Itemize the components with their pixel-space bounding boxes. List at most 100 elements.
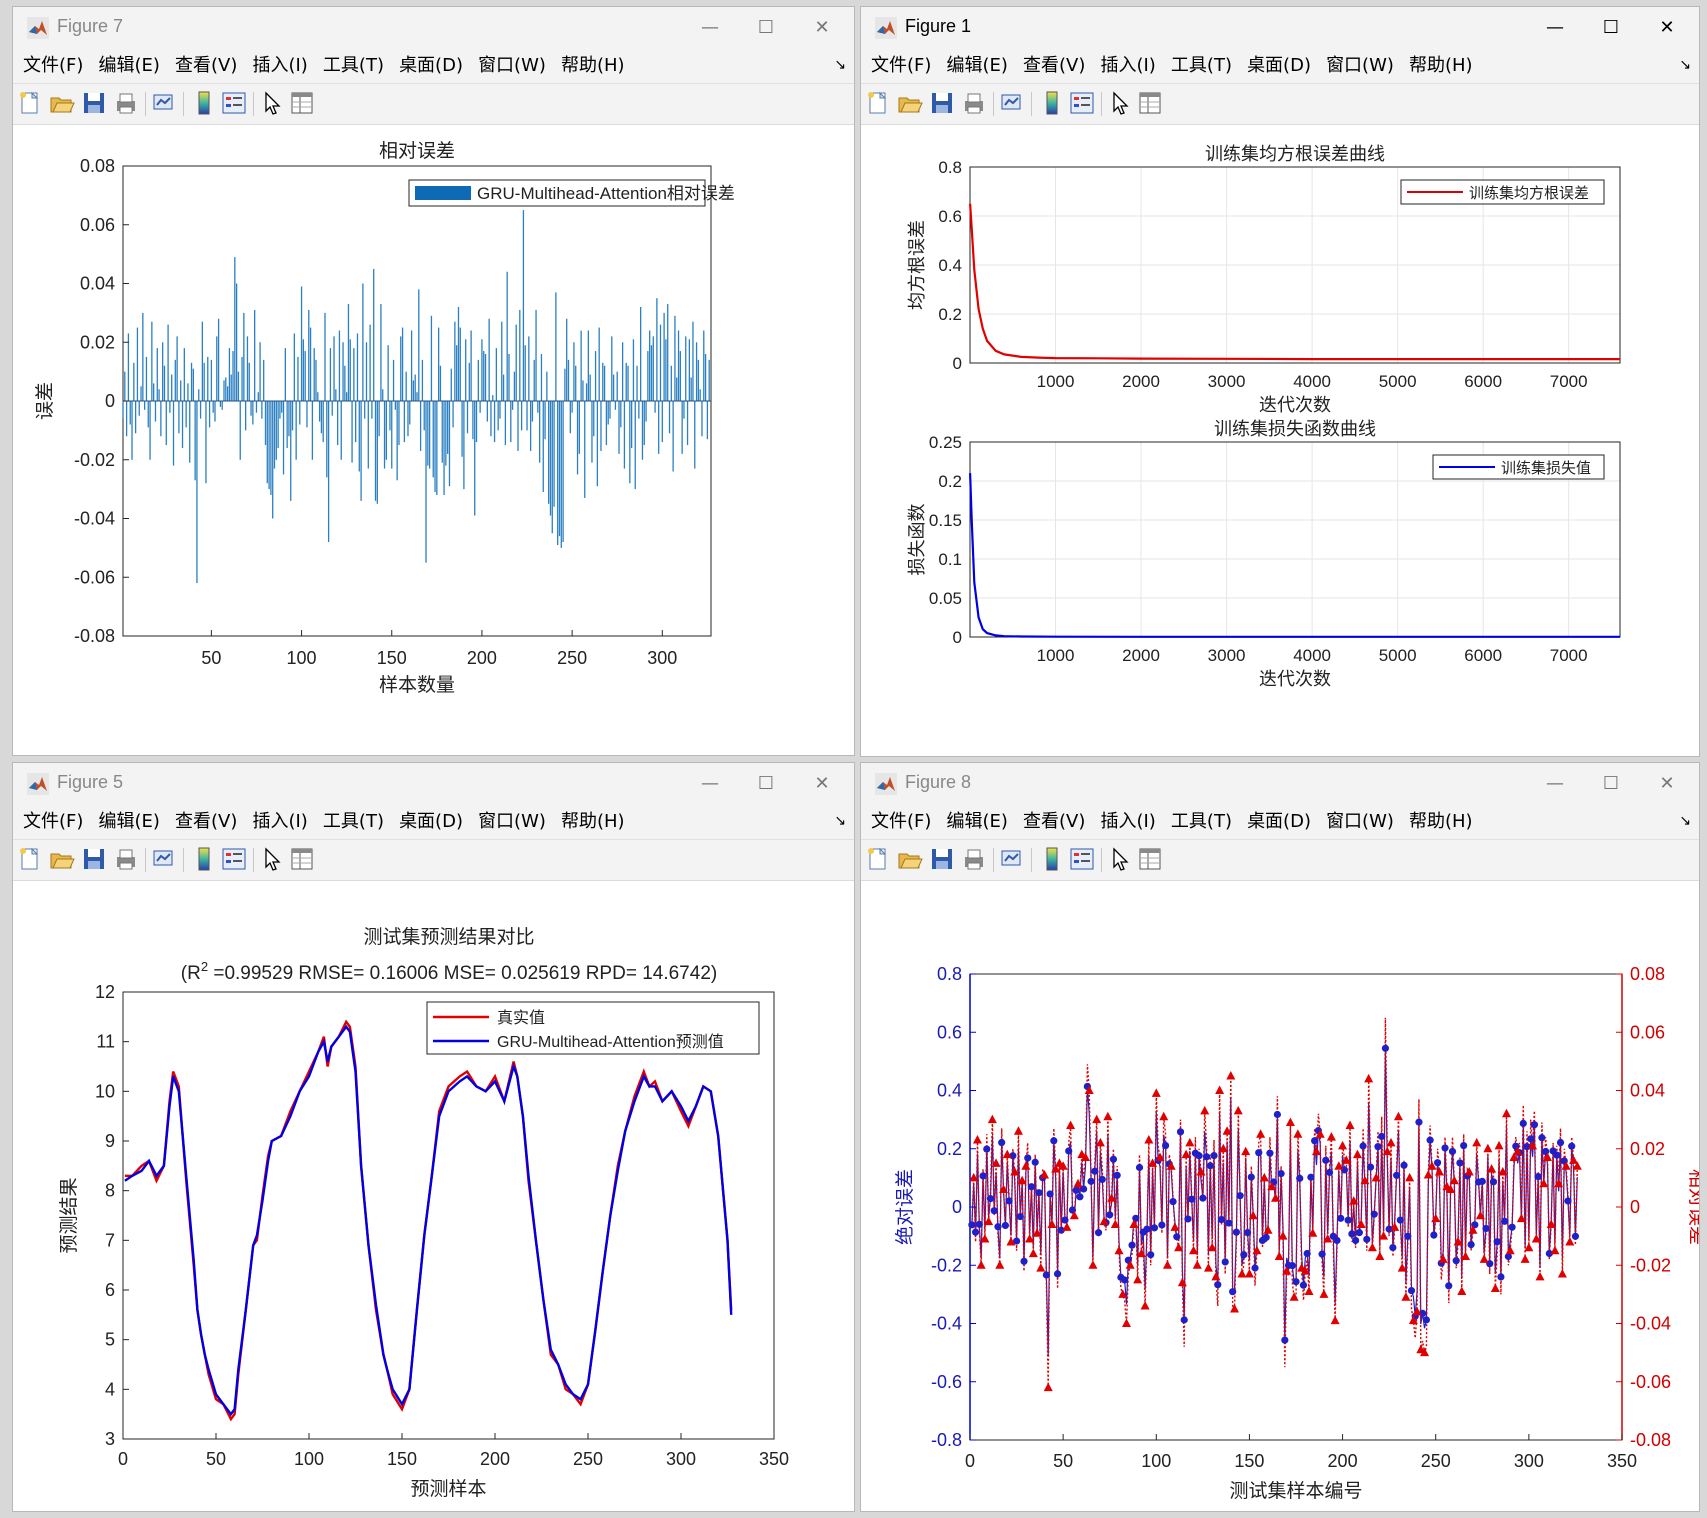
legend-icon[interactable] xyxy=(1069,90,1095,116)
pointer-icon[interactable] xyxy=(259,846,285,872)
menu-file[interactable]: 文件(F) xyxy=(871,55,932,76)
menu-help[interactable]: 帮助(H) xyxy=(561,55,625,76)
menu-view[interactable]: 查看(V) xyxy=(1023,811,1086,832)
menu-view[interactable]: 查看(V) xyxy=(1023,55,1086,76)
figure-8-window[interactable]: Figure 8 — ☐ ✕ 文件(F) 编辑(E) 查看(V) 插入(I) 工… xyxy=(860,762,1700,1512)
menu-window[interactable]: 窗口(W) xyxy=(478,811,546,832)
menu-insert[interactable]: 插入(I) xyxy=(252,55,308,76)
pointer-icon[interactable] xyxy=(259,90,285,116)
colorbar-icon[interactable] xyxy=(191,90,217,116)
y-axis-label: 均方根误差 xyxy=(907,220,927,310)
pointer-icon[interactable] xyxy=(1107,846,1133,872)
new-figure-icon[interactable] xyxy=(865,90,891,116)
save-icon[interactable] xyxy=(81,846,107,872)
menu-file[interactable]: 文件(F) xyxy=(23,55,84,76)
toolbar xyxy=(861,840,1699,881)
figure-5-window[interactable]: Figure 5 — ☐ ✕ 文件(F) 编辑(E) 查看(V) 插入(I) 工… xyxy=(12,762,855,1512)
menu-tools[interactable]: 工具(T) xyxy=(1170,811,1232,832)
menu-edit[interactable]: 编辑(E) xyxy=(946,811,1008,832)
open-file-icon[interactable] xyxy=(897,90,923,116)
print-icon[interactable] xyxy=(113,90,139,116)
y-tick-label: 0.05 xyxy=(929,589,962,608)
new-figure-icon[interactable] xyxy=(865,846,891,872)
menu-edit[interactable]: 编辑(E) xyxy=(946,55,1008,76)
menu-insert[interactable]: 插入(I) xyxy=(1100,55,1156,76)
title-bar[interactable]: Figure 1 — ☐ ✕ xyxy=(861,7,1699,49)
menu-help[interactable]: 帮助(H) xyxy=(1409,811,1473,832)
link-plot-icon[interactable] xyxy=(999,90,1025,116)
legend-icon[interactable] xyxy=(221,846,247,872)
link-plot-icon[interactable] xyxy=(151,846,177,872)
property-inspector-icon[interactable] xyxy=(289,90,315,116)
menu-desktop[interactable]: 桌面(D) xyxy=(1247,811,1311,832)
absolute-error-marker xyxy=(1456,1159,1464,1167)
menu-file[interactable]: 文件(F) xyxy=(23,811,84,832)
dock-arrow-icon[interactable]: ↘ xyxy=(1679,57,1691,73)
title-bar[interactable]: Figure 8 — ☐ ✕ xyxy=(861,763,1699,805)
property-inspector-icon[interactable] xyxy=(1137,90,1163,116)
menu-tools[interactable]: 工具(T) xyxy=(322,55,384,76)
dock-arrow-icon[interactable]: ↘ xyxy=(834,57,846,73)
pointer-icon[interactable] xyxy=(1107,90,1133,116)
relative-error-marker xyxy=(1572,1161,1582,1170)
close-button[interactable]: ✕ xyxy=(1659,773,1675,794)
menu-insert[interactable]: 插入(I) xyxy=(1100,811,1156,832)
menu-view[interactable]: 查看(V) xyxy=(175,811,238,832)
y-tick-label: 10 xyxy=(95,1081,115,1101)
title-bar[interactable]: Figure 5 — ☐ ✕ xyxy=(13,763,854,805)
save-icon[interactable] xyxy=(929,846,955,872)
minimize-button[interactable]: — xyxy=(1546,17,1564,38)
open-file-icon[interactable] xyxy=(49,90,75,116)
open-file-icon[interactable] xyxy=(49,846,75,872)
menu-view[interactable]: 查看(V) xyxy=(175,55,238,76)
new-figure-icon[interactable] xyxy=(17,846,43,872)
dock-arrow-icon[interactable]: ↘ xyxy=(834,813,846,829)
link-plot-icon[interactable] xyxy=(151,90,177,116)
close-button[interactable]: ✕ xyxy=(814,17,830,38)
menu-file[interactable]: 文件(F) xyxy=(871,811,932,832)
maximize-button[interactable]: ☐ xyxy=(1602,17,1620,38)
maximize-button[interactable]: ☐ xyxy=(757,773,775,794)
menu-desktop[interactable]: 桌面(D) xyxy=(399,811,463,832)
legend-icon[interactable] xyxy=(1069,846,1095,872)
maximize-button[interactable]: ☐ xyxy=(1602,773,1620,794)
colorbar-icon[interactable] xyxy=(1039,846,1065,872)
open-file-icon[interactable] xyxy=(897,846,923,872)
print-icon[interactable] xyxy=(961,90,987,116)
save-icon[interactable] xyxy=(81,90,107,116)
save-icon[interactable] xyxy=(929,90,955,116)
colorbar-icon[interactable] xyxy=(191,846,217,872)
menu-desktop[interactable]: 桌面(D) xyxy=(399,55,463,76)
menu-window[interactable]: 窗口(W) xyxy=(478,55,546,76)
dock-arrow-icon[interactable]: ↘ xyxy=(1679,813,1691,829)
menu-help[interactable]: 帮助(H) xyxy=(561,811,625,832)
property-inspector-icon[interactable] xyxy=(1137,846,1163,872)
close-button[interactable]: ✕ xyxy=(814,773,830,794)
new-figure-icon[interactable] xyxy=(17,90,43,116)
absolute-error-marker xyxy=(1497,1273,1505,1281)
menu-help[interactable]: 帮助(H) xyxy=(1409,55,1473,76)
close-button[interactable]: ✕ xyxy=(1659,17,1675,38)
minimize-button[interactable]: — xyxy=(1546,773,1564,794)
menu-window[interactable]: 窗口(W) xyxy=(1326,55,1394,76)
minimize-button[interactable]: — xyxy=(701,773,719,794)
print-icon[interactable] xyxy=(961,846,987,872)
menu-desktop[interactable]: 桌面(D) xyxy=(1247,55,1311,76)
figure-7-window[interactable]: Figure 7 — ☐ ✕ 文件(F) 编辑(E) 查看(V) 插入(I) 工… xyxy=(12,6,855,756)
maximize-button[interactable]: ☐ xyxy=(757,17,775,38)
menu-tools[interactable]: 工具(T) xyxy=(322,811,384,832)
minimize-button[interactable]: — xyxy=(701,17,719,38)
print-icon[interactable] xyxy=(113,846,139,872)
figure-1-window[interactable]: Figure 1 — ☐ ✕ 文件(F) 编辑(E) 查看(V) 插入(I) 工… xyxy=(860,6,1700,757)
legend-icon[interactable] xyxy=(221,90,247,116)
property-inspector-icon[interactable] xyxy=(289,846,315,872)
link-plot-icon[interactable] xyxy=(999,846,1025,872)
colorbar-icon[interactable] xyxy=(1039,90,1065,116)
menu-edit[interactable]: 编辑(E) xyxy=(98,55,160,76)
title-bar[interactable]: Figure 7 — ☐ ✕ xyxy=(13,7,854,49)
menu-tools[interactable]: 工具(T) xyxy=(1170,55,1232,76)
menu-insert[interactable]: 插入(I) xyxy=(252,811,308,832)
menu-edit[interactable]: 编辑(E) xyxy=(98,811,160,832)
relative-error-marker xyxy=(1565,1236,1575,1246)
menu-window[interactable]: 窗口(W) xyxy=(1326,811,1394,832)
